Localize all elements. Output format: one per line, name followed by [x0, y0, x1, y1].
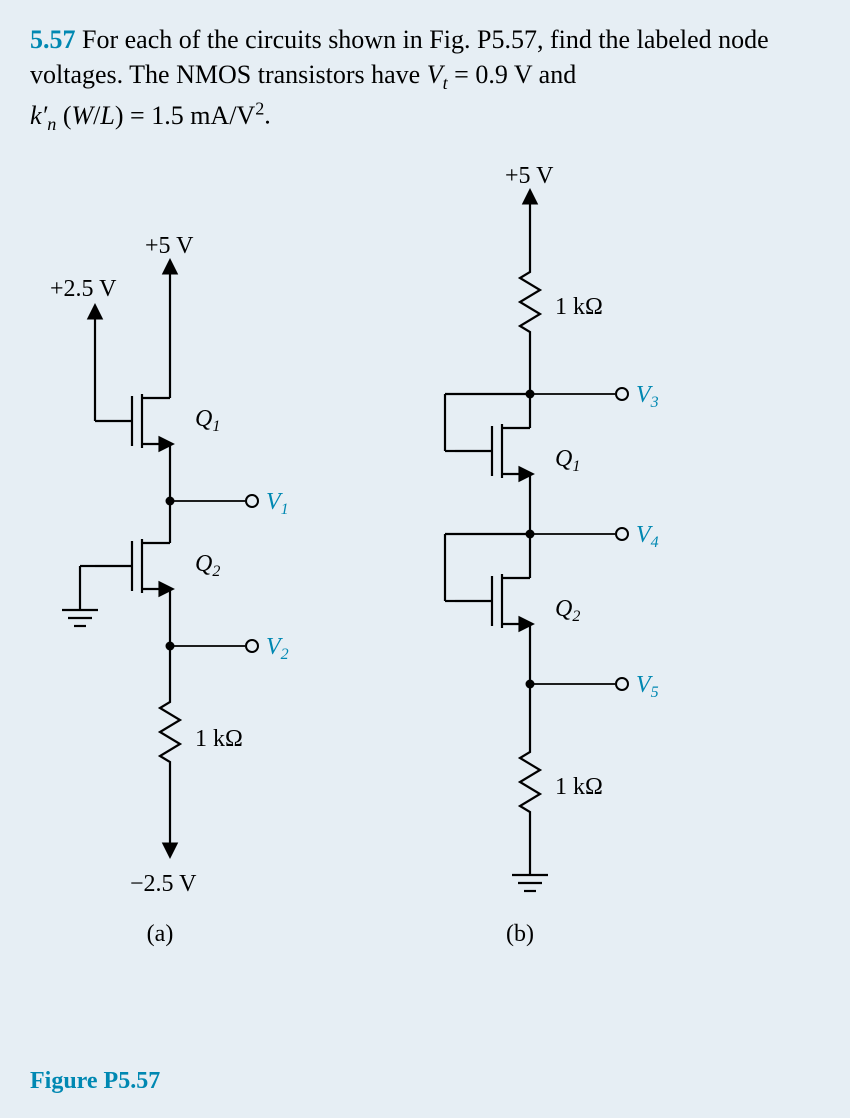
problem-textC: .	[264, 101, 271, 130]
problem-number: 5.57	[30, 25, 76, 54]
node-v3-label: V3	[636, 382, 659, 411]
node-v5-terminal	[616, 678, 628, 690]
supply-a-drain: +5 V	[145, 233, 194, 259]
figure-diagram: +2.5 V +5 V Q1 V1 Q2	[30, 156, 820, 1056]
resistor-b-bot-label: 1 kΩ	[555, 774, 603, 800]
circuit-b: +5 V 1 kΩ V3 Q1	[445, 163, 659, 947]
node-v4-label: V4	[636, 522, 659, 551]
figure-caption: Figure P5.57	[30, 1068, 820, 1095]
node-v4-terminal	[616, 528, 628, 540]
supply-b-top: +5 V	[505, 163, 554, 189]
node-v5-label: V5	[636, 672, 659, 701]
circuit-a-label: (a)	[147, 921, 174, 947]
problem-textA: For each of the circuits shown in Fig. P…	[30, 25, 769, 89]
circuit-a: +2.5 V +5 V Q1 V1 Q2	[50, 233, 289, 947]
supply-a-gate: +2.5 V	[50, 276, 117, 302]
kn-expr: k′n (W/L) = 1.5 mA/V2	[30, 101, 264, 130]
problem-statement: 5.57 For each of the circuits shown in F…	[30, 22, 820, 136]
node-v1-terminal	[246, 495, 258, 507]
node-v2-label: V2	[266, 634, 289, 663]
node-v2-terminal	[246, 640, 258, 652]
resistor-a-label: 1 kΩ	[195, 726, 243, 752]
resistor-b-top-label: 1 kΩ	[555, 294, 603, 320]
node-v3-terminal	[616, 388, 628, 400]
problem-textB: and	[539, 60, 577, 89]
supply-a-bottom: −2.5 V	[130, 871, 197, 897]
node-v1-label: V1	[266, 489, 289, 518]
vt-expr: Vt = 0.9 V	[427, 60, 532, 89]
q2-a-label: Q2	[195, 551, 220, 580]
q1-a-label: Q1	[195, 406, 220, 435]
q1-b-label: Q1	[555, 446, 580, 475]
q2-b-label: Q2	[555, 596, 580, 625]
circuit-b-label: (b)	[506, 921, 534, 947]
